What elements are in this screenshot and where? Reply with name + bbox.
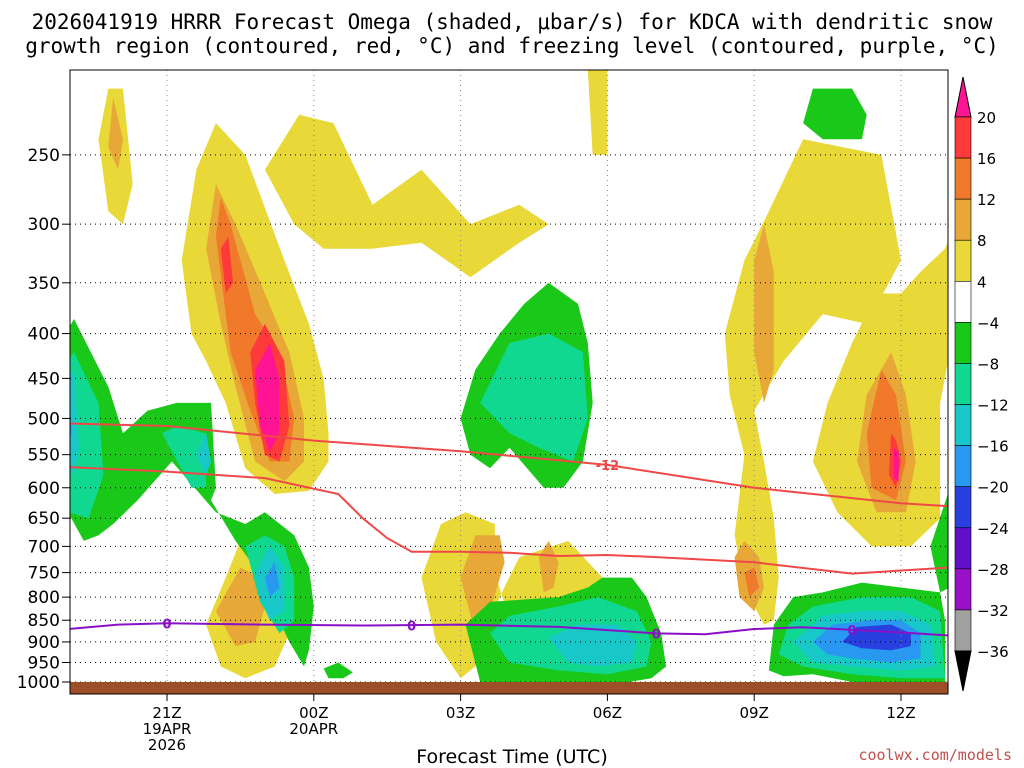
colorbar-band-6 <box>954 322 972 364</box>
omega-region-8-2 <box>460 535 505 634</box>
colorbar-label-8: −16 <box>977 438 1009 456</box>
omega-region-4-2 <box>264 114 549 278</box>
y-tick-label-900: 900 <box>28 633 60 653</box>
x-tick-label-21Z-0: 21Z <box>152 704 181 722</box>
chart-title-line-1: 2026041919 HRRR Forecast Omega (shaded, … <box>31 10 993 34</box>
omega-region-4-3 <box>587 70 608 155</box>
omega-region--8-3 <box>480 333 588 462</box>
chart-title-line-2: growth region (contoured, red, °C) and f… <box>25 34 999 58</box>
colorbar-label-12: −32 <box>977 602 1009 620</box>
colorbar-band-4 <box>954 239 972 282</box>
omega-region-12-2 <box>744 567 760 598</box>
omega-region--4-0 <box>70 319 314 667</box>
omega-region--4-3 <box>803 88 867 140</box>
colorbar-label-2: 12 <box>977 191 996 209</box>
colorbar-band-7 <box>954 363 972 405</box>
y-tick-label-850: 850 <box>28 611 60 631</box>
x-tick-label-00Z-1: 20APR <box>289 720 338 738</box>
colorbar-label-10: −24 <box>977 520 1009 538</box>
omega-region--12-3 <box>548 624 637 667</box>
ground-surface <box>70 682 948 694</box>
credit-text: coolwx.com/models <box>858 746 1012 764</box>
omega-shading <box>70 70 948 686</box>
omega-region-4-5 <box>421 512 603 679</box>
omega-region--8-0 <box>70 352 104 519</box>
colorbar-label-6: −8 <box>977 355 999 373</box>
omega-region--12-0 <box>70 369 79 475</box>
y-tick-label-750: 750 <box>28 564 60 584</box>
y-tick-label-700: 700 <box>28 537 60 557</box>
contour-line-1 <box>70 466 948 575</box>
colorbar: 20 16 12 8 4 −4 −8 −12 −16 −20 −24 −28 −32 −36 <box>954 76 1009 692</box>
colorbar-label-3: 8 <box>977 232 987 250</box>
y-tick-label-650: 650 <box>28 509 60 529</box>
colorbar-band-8 <box>954 404 972 446</box>
colorbar-label-4: 4 <box>977 273 987 291</box>
y-tick-label-300: 300 <box>28 215 60 235</box>
omega-region-8-6 <box>538 540 559 593</box>
colorbar-band-10 <box>954 486 972 529</box>
x-tick-label-12Z-0: 12Z <box>886 704 915 722</box>
colorbar-label-9: −20 <box>977 479 1009 497</box>
y-tick-label-600: 600 <box>28 479 60 499</box>
y-tick-label-400: 400 <box>28 325 60 345</box>
colorbar-bottom-triangle <box>954 650 972 692</box>
omega-region--12-1 <box>196 433 211 475</box>
omega-region--8-1 <box>162 426 207 488</box>
contour-label-0: -12 <box>596 459 620 474</box>
colorbar-band-1 <box>954 116 972 159</box>
x-tick-label-06Z-0: 06Z <box>593 704 622 722</box>
contour-line-0 <box>70 422 948 508</box>
colorbar-label-1: 16 <box>977 150 996 168</box>
colorbar-band-13 <box>954 609 972 652</box>
omega-region-16-0 <box>220 236 234 294</box>
omega-region-8-3 <box>215 567 265 647</box>
y-tick-label-500: 500 <box>28 409 60 429</box>
colorbar-band-2 <box>954 157 972 200</box>
grid-lines <box>70 70 948 694</box>
plot-frame <box>69 69 949 695</box>
x-tick-label-21Z-2: 2026 <box>148 736 186 754</box>
colorbar-label-5: −4 <box>977 314 999 332</box>
colorbar-band-12 <box>954 568 972 611</box>
colorbar-label-7: −12 <box>977 397 1009 415</box>
colorbar-band-11 <box>954 527 972 570</box>
omega-region--16-1 <box>264 562 280 598</box>
x-tick-label-21Z-1: 19APR <box>143 720 192 738</box>
x-tick-label-00Z-0: 00Z <box>299 704 328 722</box>
freezing-level-label-2: 0 <box>848 624 857 639</box>
y-tick-label-800: 800 <box>28 588 60 608</box>
colorbar-top-triangle <box>954 76 972 118</box>
contour-label-2: 0 <box>162 617 171 632</box>
x-tick-label-03Z-0: 03Z <box>446 704 475 722</box>
omega-region-8-0 <box>108 97 123 170</box>
y-tick-label-350: 350 <box>28 274 60 294</box>
y-tick-label-450: 450 <box>28 369 60 389</box>
y-tick-label-1000: 1000 <box>17 673 60 693</box>
omega-region--4-1 <box>323 662 353 679</box>
colorbar-band-9 <box>954 445 972 487</box>
omega-region-20-0 <box>255 343 280 452</box>
colorbar-band-3 <box>954 198 972 241</box>
contour-lines: -12 0 0 0 0 <box>70 422 948 642</box>
colorbar-band-5 <box>954 281 972 323</box>
y-tick-label-250: 250 <box>28 146 60 166</box>
colorbar-label-11: −28 <box>977 561 1009 579</box>
y-axis: 2503003504004505005506006507007508008509… <box>17 146 70 693</box>
y-tick-label-950: 950 <box>28 653 60 673</box>
x-tick-label-09Z-0: 09Z <box>740 704 769 722</box>
contour-line-2 <box>70 622 948 637</box>
freezing-level-label-0: 0 <box>407 620 416 635</box>
omega-region-20-1 <box>893 447 899 482</box>
y-tick-label-550: 550 <box>28 446 60 466</box>
freezing-level-label-1: 0 <box>652 627 661 642</box>
x-axis-label: Forecast Time (UTC) <box>416 746 608 768</box>
colorbar-label-13: −36 <box>977 643 1009 661</box>
omega-region-8-4 <box>754 224 774 403</box>
colorbar-label-0: 20 <box>977 109 996 127</box>
